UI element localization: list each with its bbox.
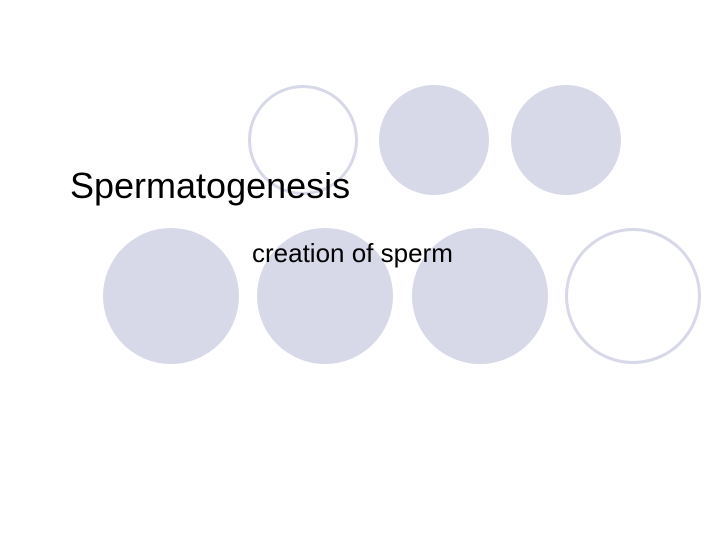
slide: Spermatogenesis creation of sperm xyxy=(0,0,720,540)
slide-subtitle: creation of sperm xyxy=(252,238,453,269)
decor-circle-bottom-1 xyxy=(103,228,239,364)
decor-circle-top-3 xyxy=(511,85,621,195)
slide-title: Spermatogenesis xyxy=(70,165,350,207)
decor-circle-top-2 xyxy=(379,85,489,195)
decor-circle-bottom-4 xyxy=(565,228,701,364)
